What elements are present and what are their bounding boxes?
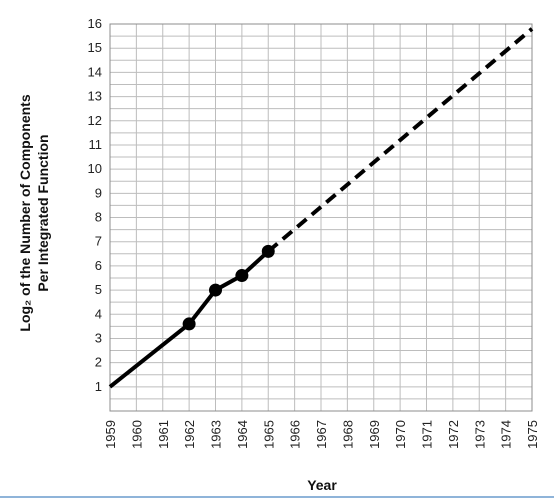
- x-tick-labels: 1959 1960 1961 1962 1963 1964 1965 1966 1967 1968…: [103, 420, 540, 449]
- y-tick-label: 7: [95, 234, 102, 249]
- x-tick-label: 1963: [209, 420, 224, 449]
- x-tick-label: 1961: [156, 420, 171, 449]
- projection-line: [266, 27, 534, 253]
- data-line: [108, 322, 191, 389]
- x-tick-label: 1962: [182, 420, 197, 449]
- y-axis-label-line2: Per Integrated Function: [35, 134, 51, 291]
- y-tick-label: 10: [88, 161, 102, 176]
- plot-frame: [109, 23, 533, 412]
- x-tick-label: 1968: [340, 420, 355, 449]
- x-tick-label: 1972: [446, 420, 461, 449]
- x-tick-label: 1975: [525, 420, 540, 449]
- x-tick-label: 1970: [393, 420, 408, 449]
- y-tick-label: 16: [88, 16, 102, 31]
- x-tick-label: 1973: [472, 420, 487, 449]
- y-tick-label: 14: [88, 64, 102, 79]
- y-tick-label: 11: [89, 137, 103, 152]
- y-tick-label: 4: [95, 306, 102, 321]
- y-tick-label: 1: [95, 379, 102, 394]
- x-tick-label: 1967: [314, 420, 329, 449]
- data-point: [261, 244, 275, 258]
- x-tick-label: 1965: [261, 420, 276, 449]
- data-point: [182, 317, 196, 331]
- x-tick-label: 1966: [288, 420, 303, 449]
- data-line: [187, 249, 270, 326]
- x-tick-label: 1959: [103, 420, 118, 449]
- y-tick-label: 8: [95, 210, 102, 225]
- x-axis-label: Year: [307, 477, 337, 493]
- y-tick-label: 13: [88, 89, 102, 104]
- x-tick-label: 1964: [235, 420, 250, 449]
- data-point: [235, 269, 249, 283]
- y-tick-label: 12: [88, 113, 102, 128]
- series-markers: [182, 244, 275, 331]
- bottom-rule: [0, 496, 554, 498]
- x-tick-label: 1969: [367, 420, 382, 449]
- x-tick-label: 1974: [499, 420, 514, 449]
- y-tick-label: 15: [88, 40, 102, 55]
- y-tick-label: 2: [95, 355, 102, 370]
- series-lines: [108, 27, 534, 389]
- y-tick-label: 9: [95, 185, 102, 200]
- y-axis-label-line1: Log₂ of the Number of Components: [17, 94, 33, 331]
- x-tick-label: 1960: [129, 420, 144, 449]
- y-tick-label: 6: [95, 258, 102, 273]
- grid: [109, 23, 533, 412]
- data-point: [209, 283, 222, 297]
- x-tick-label: 1971: [420, 420, 435, 449]
- y-tick-label: 3: [95, 330, 102, 345]
- y-tick-label: 5: [95, 282, 102, 297]
